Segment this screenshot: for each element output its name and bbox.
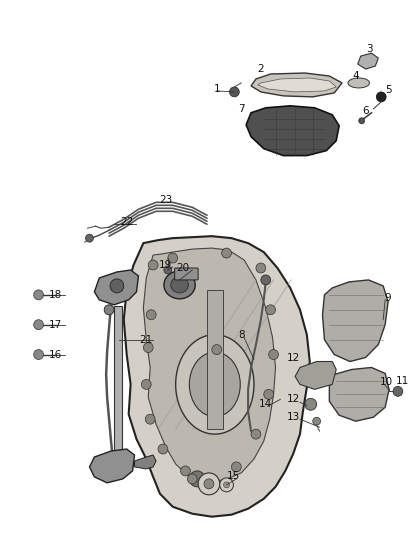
- Text: 23: 23: [159, 196, 173, 205]
- Circle shape: [264, 389, 274, 399]
- Polygon shape: [295, 361, 336, 389]
- Ellipse shape: [189, 352, 240, 417]
- Text: 9: 9: [385, 293, 391, 303]
- Polygon shape: [329, 367, 389, 421]
- Circle shape: [148, 260, 158, 270]
- Text: 11: 11: [396, 376, 409, 386]
- Circle shape: [85, 234, 93, 242]
- Circle shape: [393, 386, 403, 397]
- FancyBboxPatch shape: [175, 268, 198, 280]
- Circle shape: [198, 473, 220, 495]
- Circle shape: [104, 305, 114, 315]
- Text: 8: 8: [238, 329, 245, 340]
- Circle shape: [143, 343, 153, 352]
- Polygon shape: [258, 78, 336, 92]
- Text: 18: 18: [48, 290, 62, 300]
- Circle shape: [256, 263, 266, 273]
- Text: 3: 3: [366, 44, 373, 54]
- Circle shape: [110, 279, 124, 293]
- Text: 19: 19: [159, 260, 173, 270]
- Circle shape: [313, 417, 321, 425]
- Text: 12: 12: [286, 394, 300, 405]
- Text: 6: 6: [362, 106, 369, 116]
- Circle shape: [212, 345, 222, 354]
- Polygon shape: [90, 449, 134, 483]
- Polygon shape: [143, 248, 275, 482]
- Text: 21: 21: [140, 335, 153, 345]
- Ellipse shape: [175, 335, 254, 434]
- Circle shape: [207, 474, 217, 484]
- Polygon shape: [358, 53, 378, 69]
- Polygon shape: [124, 236, 310, 516]
- Circle shape: [220, 478, 233, 492]
- Circle shape: [164, 266, 172, 274]
- Circle shape: [251, 429, 261, 439]
- Circle shape: [305, 398, 316, 410]
- Circle shape: [145, 414, 155, 424]
- Circle shape: [180, 466, 190, 476]
- Text: 7: 7: [238, 104, 245, 114]
- Ellipse shape: [171, 277, 188, 293]
- Text: 2: 2: [258, 64, 264, 74]
- Circle shape: [146, 310, 156, 320]
- Polygon shape: [246, 106, 339, 156]
- Circle shape: [222, 248, 231, 258]
- Circle shape: [189, 471, 205, 487]
- Text: 4: 4: [353, 71, 359, 81]
- Polygon shape: [323, 280, 388, 361]
- Text: 15: 15: [227, 471, 240, 481]
- Circle shape: [34, 320, 44, 330]
- Circle shape: [266, 305, 275, 315]
- Circle shape: [269, 350, 278, 360]
- Text: 12: 12: [286, 352, 300, 362]
- Circle shape: [158, 444, 168, 454]
- Circle shape: [231, 462, 241, 472]
- Circle shape: [204, 479, 214, 489]
- Text: 16: 16: [48, 350, 62, 360]
- Text: 22: 22: [120, 217, 133, 227]
- Text: 13: 13: [286, 412, 300, 422]
- Bar: [114, 306, 122, 453]
- Ellipse shape: [164, 271, 195, 299]
- Polygon shape: [251, 73, 342, 97]
- Text: 10: 10: [380, 377, 393, 387]
- Text: 1: 1: [213, 84, 220, 94]
- Circle shape: [224, 482, 229, 488]
- Circle shape: [34, 350, 44, 360]
- Circle shape: [261, 275, 270, 285]
- Circle shape: [359, 118, 365, 124]
- Circle shape: [168, 253, 178, 263]
- Ellipse shape: [348, 78, 369, 88]
- Text: 20: 20: [176, 263, 189, 273]
- Circle shape: [229, 87, 239, 97]
- Circle shape: [141, 379, 151, 389]
- Text: 17: 17: [48, 320, 62, 330]
- Text: 14: 14: [259, 399, 272, 409]
- Polygon shape: [134, 455, 156, 469]
- Circle shape: [187, 474, 197, 484]
- Polygon shape: [95, 270, 139, 305]
- Circle shape: [376, 92, 386, 102]
- Text: 5: 5: [385, 85, 391, 95]
- Bar: [207, 290, 223, 429]
- Circle shape: [34, 290, 44, 300]
